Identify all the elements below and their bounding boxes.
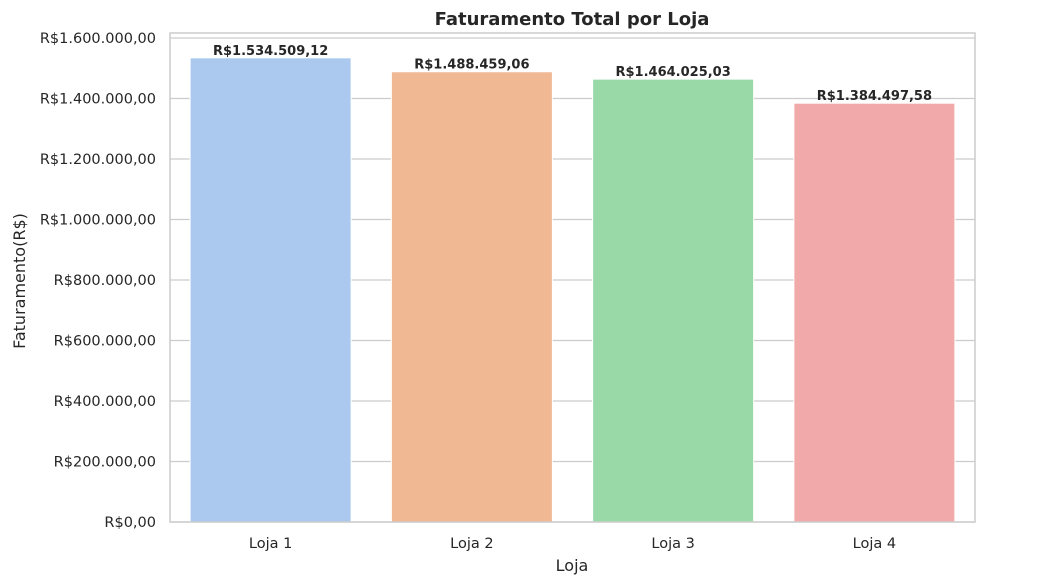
y-tick-label: R$600.000,00 [54,334,156,350]
y-axis-label: Faturamento(R$) [10,213,29,349]
bar-loja-2 [390,71,553,523]
bars [189,57,956,523]
y-tick-label: R$400.000,00 [54,394,156,410]
bar-loja-4 [793,102,956,523]
data-label: R$1.488.459,06 [414,58,529,73]
y-tick-label: R$1.000.000,00 [40,213,156,229]
x-tick-label: Loja 4 [853,536,896,552]
x-tick-label: Loja 3 [651,536,694,552]
bar-loja-3 [592,78,755,523]
data-labels: R$1.534.509,12 R$1.488.459,06 R$1.464.025,… [213,44,932,104]
bar-loja-1 [189,57,352,523]
x-tick-label: Loja 1 [249,536,292,552]
data-label: R$1.464.025,03 [615,65,730,80]
y-tick-label: R$1.200.000,00 [40,152,156,168]
y-tick-label: R$1.600.000,00 [40,31,156,47]
x-tick-label: Loja 2 [450,536,493,552]
y-tick-label: R$0,00 [104,515,156,531]
y-tick-label: R$200.000,00 [54,455,156,471]
y-tick-label: R$800.000,00 [54,273,156,289]
plot-frame [169,32,976,523]
data-label: R$1.384.497,58 [817,89,932,104]
data-label: R$1.534.509,12 [213,44,328,59]
y-tick-label: R$1.400.000,00 [40,92,156,108]
x-axis-ticks: Loja 1 Loja 2 Loja 3 Loja 4 [249,536,896,552]
x-axis-label: Loja [556,556,589,575]
y-axis-ticks: R$0,00 R$200.000,00 R$400.000,00 R$600.000,… [40,31,156,531]
chart-title: Faturamento Total por Loja [435,9,710,30]
